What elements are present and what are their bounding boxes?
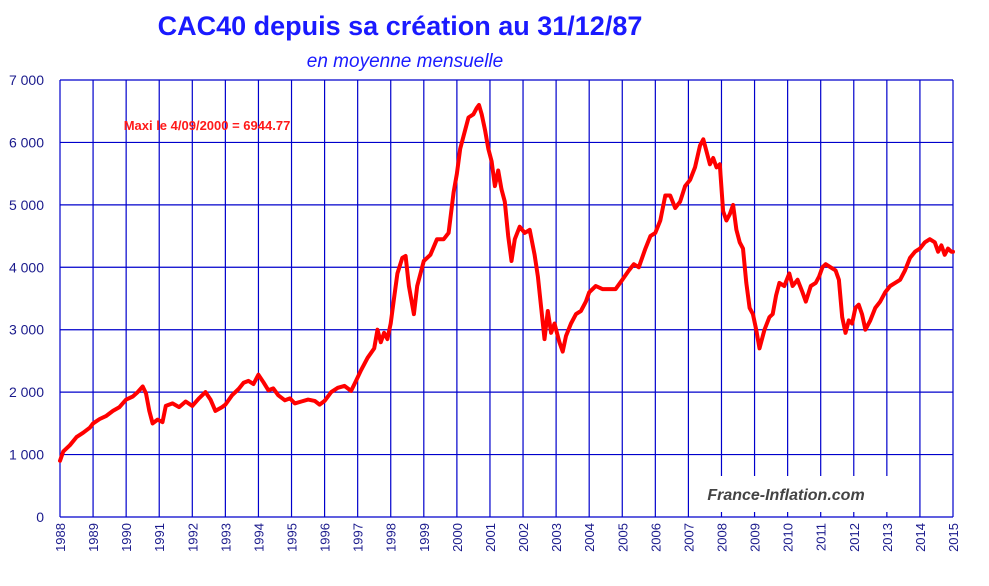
y-tick-label: 4 000	[9, 259, 44, 275]
x-tick-label: 1991	[152, 523, 167, 552]
x-tick-label: 1999	[417, 523, 432, 552]
x-tick-label: 2007	[681, 523, 696, 552]
x-tick-label: 2015	[946, 523, 961, 552]
x-tick-label: 1994	[251, 523, 266, 552]
watermark-box	[693, 476, 919, 512]
x-tick-label: 1995	[285, 523, 300, 552]
y-tick-label: 3 000	[9, 322, 44, 338]
x-tick-label: 1998	[384, 523, 399, 552]
x-tick-label: 2013	[880, 523, 895, 552]
y-tick-label: 0	[36, 509, 44, 525]
y-tick-label: 1 000	[9, 447, 44, 463]
x-tick-label: 2001	[483, 523, 498, 552]
x-tick-label: 1988	[53, 523, 68, 552]
x-axis-ticks: 1988 1989 1990 1991 1992 1993 1994 1995 1996 1997…	[53, 523, 961, 552]
watermark: France-Inflation.com	[707, 487, 864, 504]
x-tick-label: 2011	[814, 523, 829, 551]
chart-title: CAC40 depuis sa création au 31/12/87	[158, 11, 643, 41]
x-tick-label: 2014	[913, 523, 928, 552]
y-tick-label: 2 000	[9, 384, 44, 400]
y-axis-ticks: 0 1 000 2 000 3 000 4 000 5 000 6 000 7 000	[9, 72, 44, 525]
x-tick-label: 2009	[748, 523, 763, 552]
x-tick-label: 1997	[351, 523, 366, 552]
series-layer	[58, 103, 955, 463]
x-tick-label: 1990	[119, 523, 134, 552]
x-tick-label: 1989	[86, 523, 101, 552]
x-tick-label: 2008	[714, 523, 729, 552]
series-line	[58, 103, 955, 463]
x-tick-label: 2003	[549, 523, 564, 552]
x-tick-label: 2010	[781, 523, 796, 552]
x-tick-label: 2005	[615, 523, 630, 552]
x-tick-label: 2002	[516, 523, 531, 552]
x-tick-label: 1996	[318, 523, 333, 552]
x-tick-label: 2004	[582, 523, 597, 552]
max-annotation: Maxi le 4/09/2000 = 6944.77	[124, 118, 291, 133]
x-tick-label: 1993	[218, 523, 233, 552]
x-tick-label: 1992	[185, 523, 200, 552]
y-tick-label: 5 000	[9, 197, 44, 213]
grid	[59, 79, 954, 518]
chart-subtitle: en moyenne mensuelle	[307, 51, 503, 72]
x-tick-label: 2000	[450, 523, 465, 552]
x-tick-label: 2006	[648, 523, 663, 552]
y-tick-label: 7 000	[9, 72, 44, 88]
x-tick-label: 2012	[847, 523, 862, 552]
y-tick-label: 6 000	[9, 134, 44, 150]
